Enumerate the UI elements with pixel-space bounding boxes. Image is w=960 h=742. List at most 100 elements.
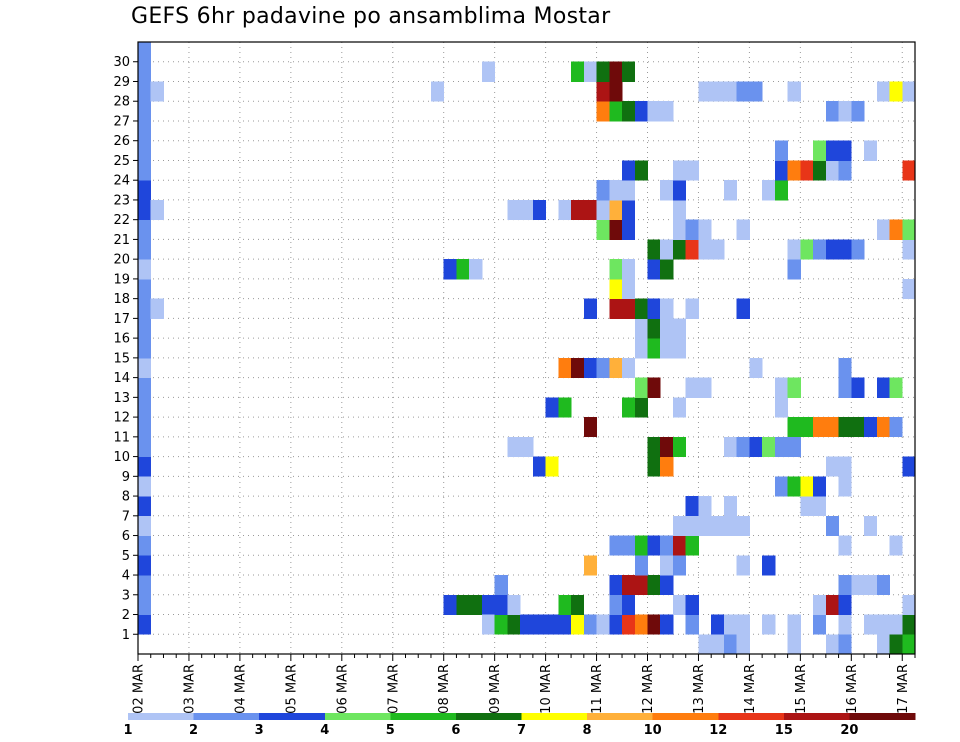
heatmap-cell	[609, 259, 623, 280]
heatmap-cell	[723, 634, 738, 655]
heatmap-cell	[660, 318, 674, 339]
heatmap-cell	[634, 535, 648, 556]
heatmap-cell	[138, 140, 152, 161]
heatmap-cell	[583, 417, 597, 438]
heatmap-cell	[622, 180, 636, 201]
heatmap-cell	[838, 594, 852, 615]
heatmap-cell	[838, 160, 852, 181]
y-tick-label: 9	[122, 470, 130, 485]
heatmap-cell	[711, 634, 725, 655]
heatmap-cell	[825, 594, 839, 615]
heatmap-cell	[138, 278, 152, 300]
heatmap-cell	[762, 555, 776, 576]
heatmap-cell	[902, 456, 916, 477]
heatmap-cell	[838, 456, 852, 477]
y-tick-label: 24	[113, 174, 130, 189]
heatmap-cell	[698, 219, 712, 240]
heatmap-cell	[609, 298, 623, 319]
heatmap-cell	[787, 634, 801, 655]
heatmap-cell	[889, 219, 903, 240]
heatmap-cell	[902, 278, 916, 300]
heatmap-cell	[596, 614, 610, 635]
legend-label: 10	[644, 723, 662, 738]
heatmap-cell	[558, 397, 572, 418]
heatmap-cell	[609, 575, 623, 596]
heatmap-cell	[596, 357, 610, 379]
heatmap-cell	[596, 81, 610, 102]
x-tick-label: 02 MAR	[132, 664, 147, 714]
heatmap-cell	[596, 219, 610, 240]
heatmap-cell	[787, 259, 801, 280]
heatmap-cell	[672, 397, 687, 418]
heatmap-cell	[647, 436, 661, 457]
heatmap-cell	[685, 496, 699, 517]
heatmap-cell	[723, 180, 738, 201]
heatmap-cell	[711, 515, 725, 536]
heatmap-cell	[711, 614, 725, 635]
heatmap-cell	[558, 357, 572, 379]
heatmap-cell	[825, 634, 839, 655]
heatmap-cell	[838, 575, 852, 596]
heatmap-cell	[558, 199, 572, 221]
x-tick-label: 09 MAR	[488, 664, 503, 714]
heatmap-cell	[481, 61, 496, 82]
heatmap-cell	[481, 614, 496, 635]
heatmap-cell	[838, 535, 852, 556]
heatmap-cell	[672, 555, 687, 576]
y-tick-label: 16	[113, 332, 130, 347]
heatmap-cell	[138, 120, 152, 142]
heatmap-cell	[660, 298, 674, 319]
heatmap-cell	[622, 535, 636, 556]
y-tick-label: 21	[113, 233, 130, 248]
heatmap-cell	[622, 101, 636, 122]
heatmap-cell	[622, 219, 636, 240]
heatmap-cell	[647, 535, 661, 556]
heatmap-cell	[138, 496, 152, 517]
heatmap-cell	[787, 436, 801, 457]
heatmap-cell	[813, 239, 827, 260]
y-tick-label: 2	[122, 608, 130, 623]
y-tick-label: 27	[113, 114, 130, 129]
heatmap-cell	[443, 594, 457, 615]
heatmap-cell	[634, 555, 648, 576]
heatmap-cell	[532, 614, 547, 635]
heatmap-cell	[647, 614, 661, 635]
heatmap-cell	[685, 515, 699, 536]
x-tick-label: 12 MAR	[641, 664, 656, 714]
heatmap-cell	[660, 239, 674, 260]
heatmap-cell	[672, 535, 687, 556]
legend-label: 8	[583, 723, 592, 738]
y-tick-label: 5	[122, 549, 130, 564]
y-tick-label: 3	[122, 588, 130, 603]
heatmap-cell	[838, 357, 852, 379]
legend-label: 2	[189, 723, 198, 738]
heatmap-cell	[825, 101, 839, 122]
legend-swatch	[259, 713, 326, 720]
heatmap-cell	[813, 476, 827, 497]
heatmap-cell	[481, 594, 496, 615]
heatmap-cell	[138, 101, 152, 122]
heatmap-cell	[864, 140, 878, 161]
heatmap-cell	[787, 476, 801, 497]
heatmap-cell	[685, 219, 699, 240]
x-tick-label: 08 MAR	[437, 664, 452, 714]
heatmap-cell	[864, 575, 878, 596]
heatmap-cell	[609, 219, 623, 240]
heatmap-cell	[622, 61, 636, 82]
plot-frame	[137, 41, 916, 655]
chart-title: GEFS 6hr padavine po ansamblima Mostar	[131, 4, 611, 29]
legend-swatch	[128, 713, 194, 720]
heatmap-cell	[723, 81, 738, 102]
heatmap-cell	[736, 219, 750, 240]
legend-label: 12	[709, 723, 727, 738]
heatmap-cell	[787, 417, 801, 438]
heatmap-cell	[774, 160, 789, 181]
heatmap-cell	[711, 239, 725, 260]
heatmap-cell	[138, 456, 152, 477]
heatmap-cell	[889, 377, 903, 398]
legend-swatch	[455, 713, 522, 720]
heatmap-cell	[749, 81, 763, 102]
heatmap-cell	[876, 377, 890, 398]
x-tick-label: 04 MAR	[233, 664, 248, 714]
legend-swatch	[193, 713, 260, 720]
